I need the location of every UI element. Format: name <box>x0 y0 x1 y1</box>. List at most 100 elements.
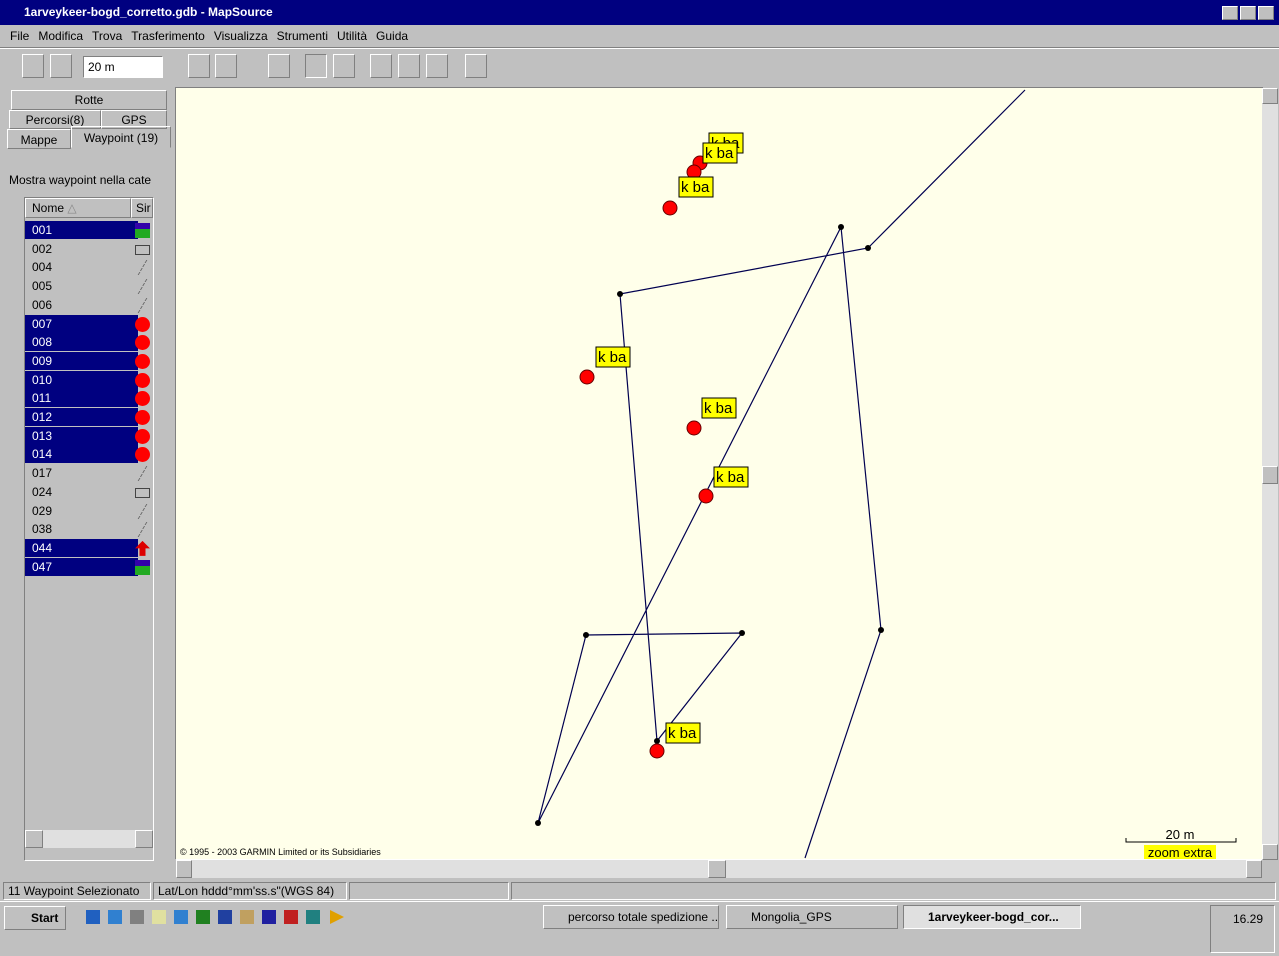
tool-waypoint[interactable] <box>370 54 392 78</box>
list-row[interactable]: 002 <box>25 240 138 258</box>
list-row[interactable]: 008 <box>25 333 138 351</box>
map-canvas: k bak bak bak bak bak bak ba © 1995 - 20… <box>176 88 1263 859</box>
tab-active[interactable]: Waypoint (19) <box>71 126 171 148</box>
row-icon <box>135 335 150 350</box>
tool-route[interactable] <box>398 54 420 78</box>
scroll-down[interactable] <box>1262 844 1278 860</box>
track-points <box>535 224 884 826</box>
h-map-scrollbar[interactable] <box>176 860 1262 878</box>
row-icon <box>135 488 150 498</box>
scroll-right[interactable] <box>135 830 153 848</box>
waypoint-label: k ba <box>705 145 734 162</box>
list-row[interactable]: 011 <box>25 389 138 407</box>
scroll-thumb[interactable] <box>708 860 726 878</box>
zoom-note: zoom extra <box>1148 845 1213 859</box>
zoom-in[interactable] <box>22 54 44 78</box>
list-row[interactable]: 001 <box>25 221 138 239</box>
scroll-right[interactable] <box>1246 860 1262 878</box>
receive[interactable] <box>188 54 210 78</box>
list-row[interactable]: 013 <box>25 427 138 445</box>
zoom-value: 20 m <box>88 60 115 74</box>
menu-item[interactable]: Modifica <box>38 29 83 43</box>
list-row[interactable]: 004 <box>25 258 138 276</box>
row-icon <box>135 410 150 425</box>
task-button[interactable]: percorso totale spedizione ... <box>543 905 719 929</box>
send[interactable] <box>215 54 237 78</box>
tool-select[interactable] <box>426 54 448 78</box>
list-row[interactable]: 010 <box>25 371 138 389</box>
row-icon <box>135 560 150 575</box>
task-button-active[interactable]: 1arveykeer-bogd_cor... <box>903 905 1081 929</box>
waypoint-label: k ba <box>681 179 710 196</box>
status-pane <box>349 882 509 900</box>
list-row[interactable]: 007 <box>25 315 138 333</box>
maximize[interactable] <box>1240 6 1256 20</box>
row-icon <box>135 317 150 332</box>
menu-item[interactable]: Utilità <box>337 29 367 43</box>
quick-icons[interactable] <box>86 910 344 924</box>
minimize[interactable] <box>1222 6 1238 20</box>
list-row[interactable]: 029 <box>25 502 138 520</box>
menu-item[interactable]: Strumenti <box>277 29 328 43</box>
tool-pan[interactable] <box>333 54 355 78</box>
menu-item[interactable]: Guida <box>376 29 408 43</box>
list-row[interactable]: 038 <box>25 520 138 538</box>
column-header[interactable]: Nome △ <box>25 198 131 218</box>
tool-map[interactable] <box>268 54 290 78</box>
filter-label: Mostra waypoint nella cate <box>9 173 169 187</box>
zoom-select[interactable]: 20 m <box>83 56 163 78</box>
tool-zoom[interactable] <box>305 54 327 78</box>
waypoint-label: k ba <box>598 349 627 366</box>
status-pane: 11 Waypoint Selezionato <box>3 882 151 900</box>
row-icon <box>135 429 150 444</box>
column-name: Sir <box>136 201 151 215</box>
list-row[interactable]: 012 <box>25 408 138 426</box>
scroll-thumb[interactable] <box>1262 466 1278 484</box>
menu-bar: File Modifica Trova Trasferimento Visualizza… <box>10 29 417 45</box>
status-pane: Lat/Lon hddd°mm'ss.s"(WGS 84) <box>153 882 347 900</box>
menu-item[interactable]: File <box>10 29 29 43</box>
menu-item[interactable]: Visualizza <box>214 29 268 43</box>
menu-item[interactable]: Trova <box>92 29 122 43</box>
row-icon <box>135 373 150 388</box>
list-row[interactable]: 014 <box>25 445 138 463</box>
scroll-left[interactable] <box>25 830 43 848</box>
h-scrollbar[interactable] <box>25 830 153 848</box>
column-header[interactable]: Sir <box>131 198 153 218</box>
menu-item[interactable]: Trasferimento <box>131 29 205 43</box>
title-bar: 1arveykeer-bogd_corretto.gdb - MapSource <box>0 0 1279 25</box>
tab[interactable]: Rotte <box>11 90 167 110</box>
list-row[interactable]: 006 <box>25 296 138 314</box>
waypoint-label: k ba <box>668 725 697 742</box>
row-icon <box>135 391 150 406</box>
list-row[interactable]: 044 <box>25 539 138 557</box>
list-row[interactable]: 009 <box>25 352 138 370</box>
window-title: 1arveykeer-bogd_corretto.gdb - MapSource <box>24 5 273 19</box>
quick-launch <box>80 907 390 929</box>
scroll-up[interactable] <box>1262 88 1278 104</box>
waypoint-label: k ba <box>704 400 733 417</box>
task-button[interactable]: Mongolia_GPS <box>726 905 898 929</box>
close[interactable] <box>1258 6 1274 20</box>
scale-label: 20 m <box>1166 827 1195 842</box>
tool-measure[interactable] <box>465 54 487 78</box>
list-row[interactable]: 024 <box>25 483 138 501</box>
row-icon <box>135 245 150 255</box>
list-row[interactable]: 005 <box>25 277 138 295</box>
track <box>538 90 1025 858</box>
tab[interactable]: Mappe <box>7 129 71 149</box>
zoom-out[interactable] <box>50 54 72 78</box>
list-row[interactable]: 047 <box>25 558 138 576</box>
list-row[interactable]: 017 <box>25 464 138 482</box>
start-button[interactable]: Start <box>4 906 66 930</box>
copyright: © 1995 - 2003 GARMIN Limited or its Subs… <box>180 847 381 857</box>
waypoints <box>580 156 713 758</box>
clock: 16.29 <box>1210 905 1275 953</box>
scroll-left[interactable] <box>176 860 192 878</box>
map[interactable]: k bak bak bak bak bak bak ba © 1995 - 20… <box>175 87 1264 860</box>
separator <box>0 47 1279 49</box>
v-scrollbar[interactable] <box>1262 88 1278 860</box>
taskbar: Start percorso totale spedizione ... Mon… <box>0 901 1279 956</box>
